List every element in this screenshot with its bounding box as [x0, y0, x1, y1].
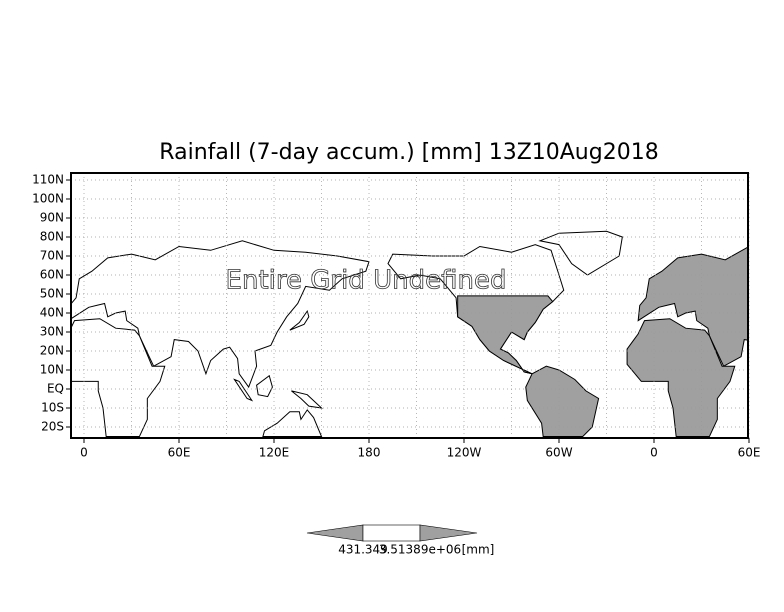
colorbar-mid	[362, 524, 421, 542]
lon-label: 60W	[545, 446, 572, 460]
grid	[66, 173, 750, 443]
lon-label: 0	[650, 446, 658, 460]
lat-label: 60N	[40, 268, 64, 282]
landmass	[637, 246, 748, 367]
lat-label: 30N	[40, 325, 64, 339]
lat-label: 10S	[41, 401, 64, 415]
land	[71, 230, 748, 437]
landmass	[262, 409, 323, 437]
landmass	[289, 309, 310, 331]
colorbar-label: 431.349	[338, 543, 388, 557]
colorbar-high	[419, 524, 478, 542]
lat-label: 110N	[32, 173, 64, 187]
lat-label: 10N	[40, 363, 64, 377]
lat-label: 20S	[41, 420, 64, 434]
plot-frame	[70, 172, 749, 439]
map-title: Rainfall (7-day accum.) [mm] 13Z10Aug201…	[159, 140, 658, 165]
lat-label: 20N	[40, 344, 64, 358]
lat-label: 80N	[40, 230, 64, 244]
landmass	[256, 374, 273, 398]
lat-label: 90N	[40, 211, 64, 225]
undefined-notice: Entire Grid Undefined	[226, 266, 507, 296]
lon-label: 180	[358, 446, 381, 460]
landmass	[71, 318, 166, 437]
lon-label: 120W	[447, 446, 482, 460]
lon-label: 60E	[738, 446, 761, 460]
landmass	[457, 295, 554, 375]
colorbar: 431.349 3.51389e+06 [mm]	[306, 524, 495, 557]
landmass	[233, 378, 254, 402]
colorbar-label: [mm]	[462, 543, 495, 557]
lat-label: 100N	[32, 192, 64, 206]
landmass	[626, 318, 736, 437]
landmass	[291, 390, 324, 409]
lat-label: 40N	[40, 306, 64, 320]
lon-label: 60E	[168, 446, 191, 460]
lon-label: 0	[80, 446, 88, 460]
lon-label: 120E	[259, 446, 290, 460]
lat-label: EQ	[47, 382, 64, 396]
colorbar-label: 3.51389e+06	[379, 543, 461, 557]
lat-label: 70N	[40, 249, 64, 263]
lat-label: 50N	[40, 287, 64, 301]
